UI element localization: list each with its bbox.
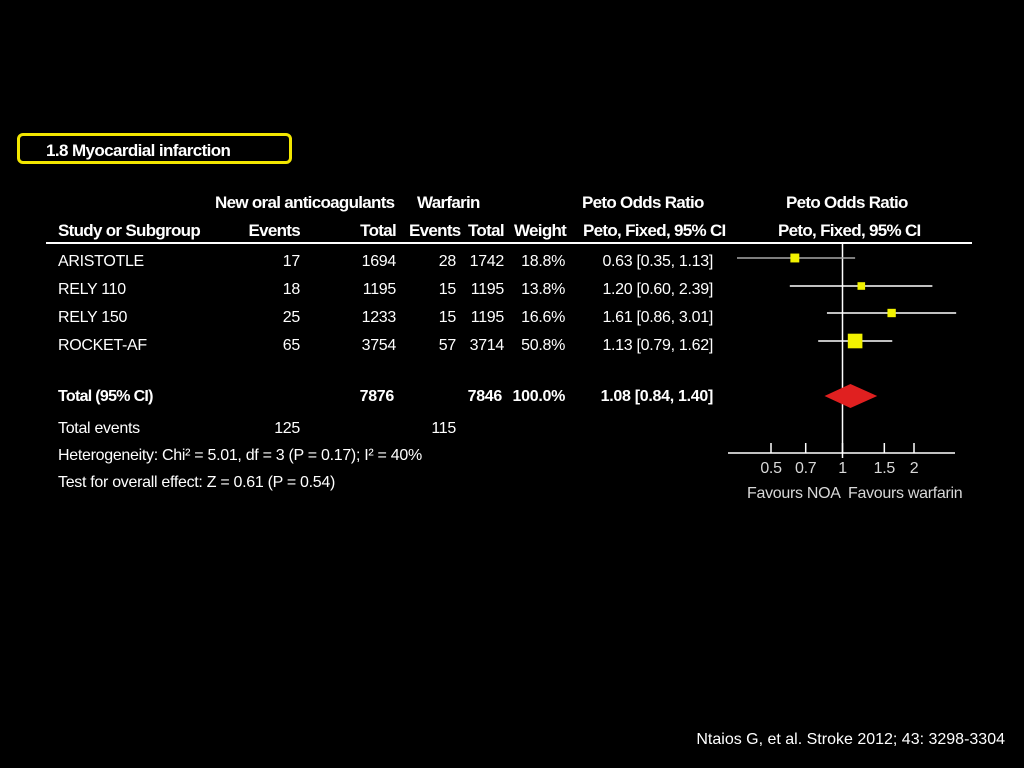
total-noa: 3754 xyxy=(361,337,397,354)
header-events-warfarin: Events xyxy=(409,221,461,240)
total-events-label: Total events xyxy=(58,420,140,437)
effect-ci: 1.13 [0.79, 1.62] xyxy=(602,337,713,354)
total-noa: 1195 xyxy=(362,281,397,298)
study-name: ARISTOTLE xyxy=(58,253,144,270)
x-tick-label: 0.7 xyxy=(795,460,817,477)
study-name: RELY 110 xyxy=(58,281,126,298)
study-name: RELY 150 xyxy=(58,309,128,326)
total-warfarin: 3714 xyxy=(469,337,505,354)
header-rule xyxy=(46,242,972,244)
header-events-noa: Events xyxy=(248,221,300,240)
title-box: 1.8 Myocardial infarction xyxy=(17,133,292,164)
study-marker xyxy=(887,308,896,318)
events-noa: 65 xyxy=(282,337,301,354)
header-effect: Peto, Fixed, 95% CI xyxy=(583,221,726,240)
x-tick-label: 1.5 xyxy=(873,460,896,477)
total-noa: 1694 xyxy=(361,253,397,270)
total-weight: 100.0% xyxy=(512,388,566,405)
header-total-noa: Total xyxy=(360,221,397,240)
events-warfarin: 15 xyxy=(438,309,457,326)
x-tick-label: 1 xyxy=(838,460,847,477)
x-tick-label: 2 xyxy=(909,460,919,477)
study-marker xyxy=(790,253,800,263)
total-warfarin: 1195 xyxy=(470,309,505,326)
heterogeneity-text: Heterogeneity: Chi² = 5.01, df = 3 (P = … xyxy=(58,447,422,464)
effect-ci: 1.61 [0.86, 3.01] xyxy=(602,309,713,326)
total-label: Total (95% CI) xyxy=(58,388,154,405)
total-noa: 1233 xyxy=(361,309,397,326)
events-warfarin: 57 xyxy=(438,337,457,354)
events-warfarin: 28 xyxy=(438,253,457,270)
events-warfarin: 15 xyxy=(438,281,457,298)
pooled-diamond xyxy=(824,384,878,408)
header-plot: Peto, Fixed, 95% CI xyxy=(778,221,921,240)
overall-effect-text: Test for overall effect: Z = 0.61 (P = 0… xyxy=(58,474,336,491)
x-tick-label: 0.5 xyxy=(760,460,782,477)
total-warfarin: 1195 xyxy=(470,281,505,298)
events-noa: 18 xyxy=(282,281,301,298)
header-study: Study or Subgroup xyxy=(58,221,201,240)
header-plot-group: Peto Odds Ratio xyxy=(786,193,908,212)
events-noa: 25 xyxy=(282,309,301,326)
events-noa: 17 xyxy=(282,253,301,270)
header-effect-group: Peto Odds Ratio xyxy=(582,193,704,212)
weight: 18.8% xyxy=(521,253,565,270)
favours-warfarin-label: Favours warfarin xyxy=(848,485,963,502)
total-events-warfarin: 115 xyxy=(431,420,456,437)
total-warfarin: 1742 xyxy=(469,253,505,270)
header-total-warfarin: Total xyxy=(468,221,505,240)
header-group-warfarin: Warfarin xyxy=(417,193,480,212)
weight: 50.8% xyxy=(521,337,565,354)
header-group-noa: New oral anticoagulants xyxy=(215,193,395,212)
chart-title: 1.8 Myocardial infarction xyxy=(46,141,231,160)
weight: 16.6% xyxy=(521,309,565,326)
study-name: ROCKET-AF xyxy=(58,337,147,354)
total-warfarin: 7846 xyxy=(467,388,503,405)
total-ci: 1.08 [0.84, 1.40] xyxy=(600,388,714,405)
total-events-noa: 125 xyxy=(274,420,300,437)
favours-noa-label: Favours NOA xyxy=(747,485,841,502)
effect-ci: 1.20 [0.60, 2.39] xyxy=(602,281,713,298)
weight: 13.8% xyxy=(521,281,565,298)
study-marker xyxy=(857,282,866,290)
effect-ci: 0.63 [0.35, 1.13] xyxy=(602,253,713,270)
citation: Ntaios G, et al. Stroke 2012; 43: 3298-3… xyxy=(696,731,1005,748)
header-weight: Weight xyxy=(514,221,567,240)
study-marker xyxy=(847,333,863,349)
total-noa: 7876 xyxy=(359,388,395,405)
